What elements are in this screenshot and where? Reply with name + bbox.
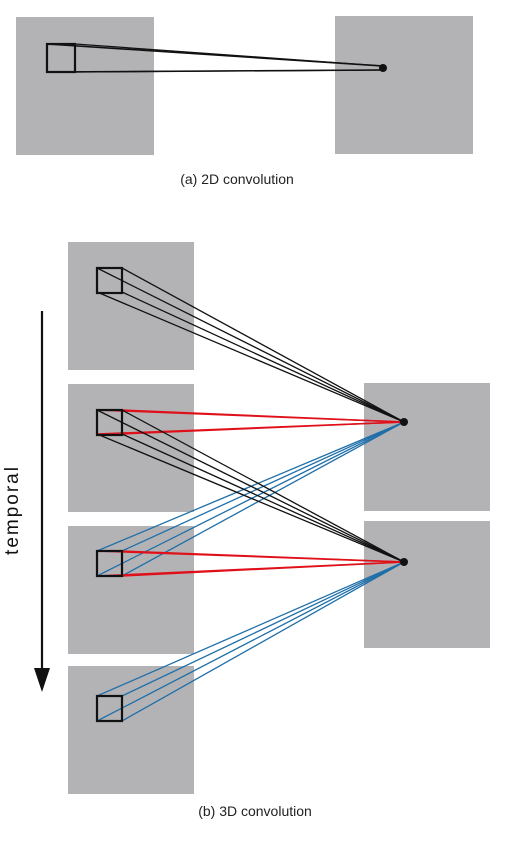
- red-lines-frame3-to-output2: [96, 550, 405, 577]
- conv2d-output-point: [379, 64, 387, 72]
- conv3d-panel: temporal (b) 3D convolution: [2, 242, 490, 819]
- input-frame-4: [68, 666, 194, 794]
- kernel-frame-1: [95, 266, 124, 295]
- temporal-axis-label: temporal: [2, 465, 23, 555]
- output-point-1: [400, 418, 408, 426]
- kernel-frame-2: [95, 408, 124, 437]
- black-lines-frame2-to-output2: [96, 409, 405, 563]
- kernel-frame-4: [95, 694, 124, 723]
- conv2d-panel: (a) 2D convolution: [16, 16, 473, 187]
- black-lines-frame1-to-output1: [96, 267, 405, 423]
- conv2d-caption: (a) 2D convolution: [180, 171, 294, 187]
- conv3d-caption: (b) 3D convolution: [198, 803, 312, 819]
- blue-lines-frame4-to-output2: [96, 561, 405, 722]
- conv2d-projection-line-mid-bottom: [74, 69, 384, 73]
- output-point-2: [400, 558, 408, 566]
- output-frame-2: [364, 521, 490, 648]
- conv2d-kernel: [45, 42, 77, 74]
- conv2d-projection-line-mid-top: [74, 43, 384, 67]
- temporal-arrow-head-icon: [34, 668, 50, 692]
- conv2d-input-frame: [16, 17, 154, 155]
- output-frame-1: [364, 383, 490, 511]
- conv2d-output-frame: [335, 16, 473, 154]
- kernel-frame-3: [95, 549, 124, 578]
- input-frame-3: [68, 526, 194, 654]
- red-lines-frame2-to-output1: [96, 409, 405, 435]
